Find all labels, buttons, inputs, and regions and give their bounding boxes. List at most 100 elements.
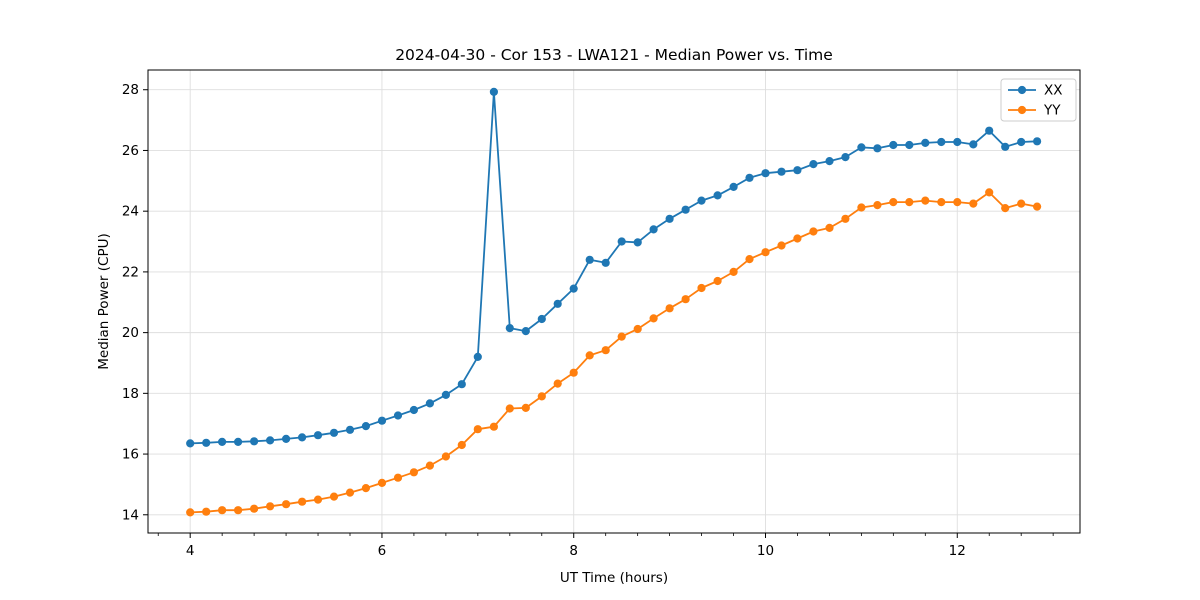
x-tick-label: 8 — [569, 543, 578, 559]
series-xx-point — [841, 153, 850, 162]
series-xx — [186, 87, 1042, 448]
series-yy-point — [441, 452, 450, 461]
series-xx-point — [953, 137, 962, 147]
series-xx-point — [1001, 142, 1010, 151]
series-yy-point — [745, 255, 754, 264]
series-yy-point — [393, 473, 403, 482]
series-yy-point — [873, 201, 882, 210]
series-xx-point — [985, 126, 994, 135]
legend-label: XX — [1044, 83, 1063, 99]
series-yy-point — [313, 495, 323, 504]
series-yy-point — [793, 234, 802, 243]
series-yy-point — [761, 248, 770, 257]
series-xx-point — [1017, 137, 1026, 147]
x-axis-label: UT Time (hours) — [560, 570, 668, 586]
y-tick-label: 18 — [122, 386, 139, 402]
series-yy-point — [937, 198, 946, 207]
chart-title: 2024-04-30 - Cor 153 - LWA121 - Median P… — [395, 46, 833, 64]
series-xx-point — [234, 437, 243, 446]
series-yy-point — [649, 314, 658, 323]
series-yy-point — [186, 508, 195, 517]
series-yy-point — [585, 351, 594, 360]
y-tick-label: 20 — [122, 325, 139, 341]
grid-lines — [148, 70, 1080, 533]
series-yy-point — [953, 198, 962, 207]
series-yy-point — [729, 267, 738, 276]
series-xx-point — [665, 214, 674, 223]
series-xx-point — [825, 157, 834, 166]
series-xx-point — [282, 434, 291, 443]
series-xx-point — [969, 140, 978, 149]
series-xx-point — [921, 138, 930, 147]
series-yy-point — [234, 506, 243, 515]
series-xx-point — [569, 284, 578, 293]
series-xx-point — [537, 314, 546, 324]
y-axis-label: Median Power (CPU) — [96, 233, 112, 369]
series-yy-point — [889, 198, 898, 207]
legend-marker-sample — [1017, 85, 1027, 95]
series-xx-point — [186, 439, 195, 448]
series-xx-point — [585, 255, 594, 264]
series-yy-point — [985, 188, 994, 197]
series-yy-point — [282, 500, 291, 509]
series-yy-point — [377, 478, 387, 487]
series-yy-point — [601, 346, 610, 355]
series-yy-point — [250, 504, 259, 513]
x-tick-label: 4 — [186, 543, 195, 559]
series-xx-point — [777, 167, 786, 176]
series-yy-point — [617, 332, 626, 341]
series-yy-point — [569, 368, 578, 377]
series-yy-point — [521, 403, 530, 412]
y-tick-label: 16 — [122, 447, 139, 463]
y-tick-label: 28 — [122, 82, 139, 98]
series-yy-point — [841, 214, 850, 223]
series-yy-point — [489, 422, 498, 431]
legend-marker-sample — [1017, 105, 1027, 115]
series-yy-point — [457, 440, 466, 450]
series-xx-point — [409, 405, 418, 415]
series-xx-point — [857, 143, 866, 152]
series-yy-point — [1017, 199, 1026, 208]
series-xx-point — [218, 437, 227, 446]
y-tick-label: 26 — [122, 143, 139, 159]
series-yy-point — [361, 484, 370, 493]
series-xx-point — [313, 431, 323, 440]
series-xx-point — [681, 205, 690, 214]
series-xx-point — [553, 299, 562, 308]
y-tick-label: 22 — [122, 264, 139, 280]
x-tick-label: 6 — [378, 543, 387, 559]
series-yy-point — [298, 497, 307, 506]
series-yy-point — [697, 283, 706, 293]
series-xx-point — [345, 425, 355, 434]
series-yy-point — [825, 223, 834, 232]
series-xx-point — [713, 191, 722, 200]
series-xx-point — [266, 436, 275, 445]
series-yy-point — [905, 198, 914, 207]
series-yy-point — [345, 488, 355, 497]
series-xx-point — [601, 258, 610, 267]
series-xx-point — [489, 87, 498, 96]
series-yy-point — [409, 468, 418, 477]
series-xx-point — [361, 422, 370, 431]
series-yy-point — [473, 425, 482, 434]
plot-border — [147, 69, 1081, 534]
axis-ticks — [143, 89, 1054, 538]
series-xx-point — [809, 160, 818, 169]
series-xx-point — [889, 140, 898, 150]
series-yy-point — [777, 241, 786, 250]
series-yy-point — [633, 324, 642, 334]
series-yy-point — [202, 507, 211, 516]
series-yy-point — [537, 392, 546, 401]
y-tick-label: 14 — [122, 507, 139, 523]
series-yy-point — [1001, 204, 1010, 213]
series-xx-point — [441, 390, 450, 399]
legend-label: YY — [1043, 103, 1061, 119]
series-xx-point — [1033, 137, 1042, 146]
series-yy-point — [553, 379, 562, 388]
series-xx-point — [473, 352, 482, 361]
series-xx-point — [649, 225, 658, 234]
series-yy-point — [921, 196, 930, 205]
series-xx-point — [425, 399, 434, 408]
